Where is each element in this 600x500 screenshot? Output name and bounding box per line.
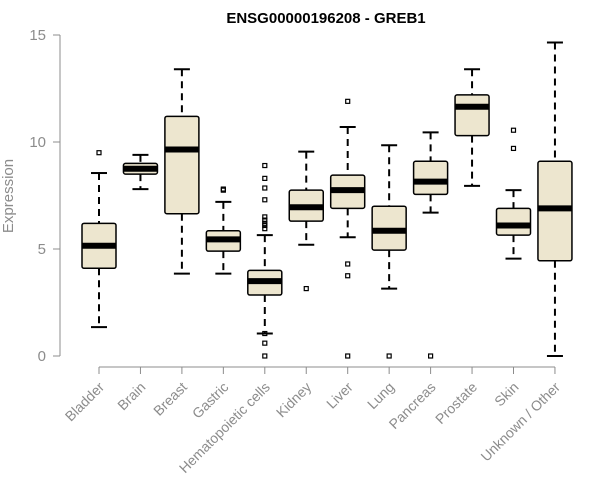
outlier-point: [345, 273, 351, 279]
iqr-box: [412, 160, 449, 196]
outlier-point: [303, 285, 309, 292]
outlier-point: [262, 175, 268, 181]
y-tick-label: 0: [38, 348, 46, 365]
box-breast: [164, 68, 200, 275]
iqr-box: [164, 115, 200, 215]
box-series: [81, 41, 573, 359]
y-tick-label: 15: [29, 27, 46, 44]
box-gastric: [205, 186, 242, 275]
outlier-point: [262, 214, 268, 220]
outlier-point: [510, 127, 517, 133]
y-axis-label: Expression: [0, 159, 17, 233]
iqr-box: [495, 207, 532, 236]
outlier-point: [262, 226, 268, 232]
box-skin: [495, 127, 532, 260]
outlier-point: [345, 261, 351, 267]
outlier-point: [262, 185, 268, 191]
x-tick-label: Liver: [323, 379, 356, 412]
x-tick-label: Lung: [364, 379, 397, 412]
x-tick-label: Bladder: [62, 379, 108, 425]
y-tick-label: 10: [29, 134, 46, 151]
x-tick-label: Skin: [491, 379, 522, 410]
box-unknown-other: [537, 41, 573, 357]
outlier-point: [262, 353, 268, 359]
box-hematopoietic-cells: [247, 162, 283, 359]
outlier-point: [96, 150, 102, 156]
outlier-point: [220, 186, 226, 192]
box-prostate: [454, 68, 490, 187]
box-lung: [371, 144, 407, 359]
outlier-point: [262, 330, 268, 337]
box-kidney: [288, 150, 324, 292]
outlier-point: [345, 353, 351, 359]
box-bladder: [81, 150, 117, 329]
x-tick-label: Brain: [114, 379, 148, 413]
y-tick-label: 5: [38, 241, 46, 258]
box-liver: [329, 98, 366, 359]
outlier-point: [428, 353, 434, 359]
x-tick-label: Kidney: [273, 379, 315, 421]
box-brain: [122, 153, 159, 191]
outlier-point: [510, 145, 517, 152]
iqr-box: [454, 94, 490, 137]
chart-title: ENSG00000196208 - GREB1: [226, 10, 425, 27]
outlier-point: [262, 162, 268, 169]
x-tick-label: Breast: [150, 379, 190, 419]
y-axis: 0 5 10 15: [29, 27, 61, 365]
outlier-point: [386, 353, 392, 359]
outlier-point: [345, 98, 351, 104]
outlier-point: [262, 340, 268, 346]
x-tick-label: Unknown / Other: [477, 379, 563, 465]
outlier-point: [262, 220, 268, 226]
outlier-point: [262, 197, 268, 203]
x-tick-label: Prostate: [432, 379, 480, 427]
box-pancreas: [412, 131, 449, 359]
outlier-point: [262, 217, 268, 223]
